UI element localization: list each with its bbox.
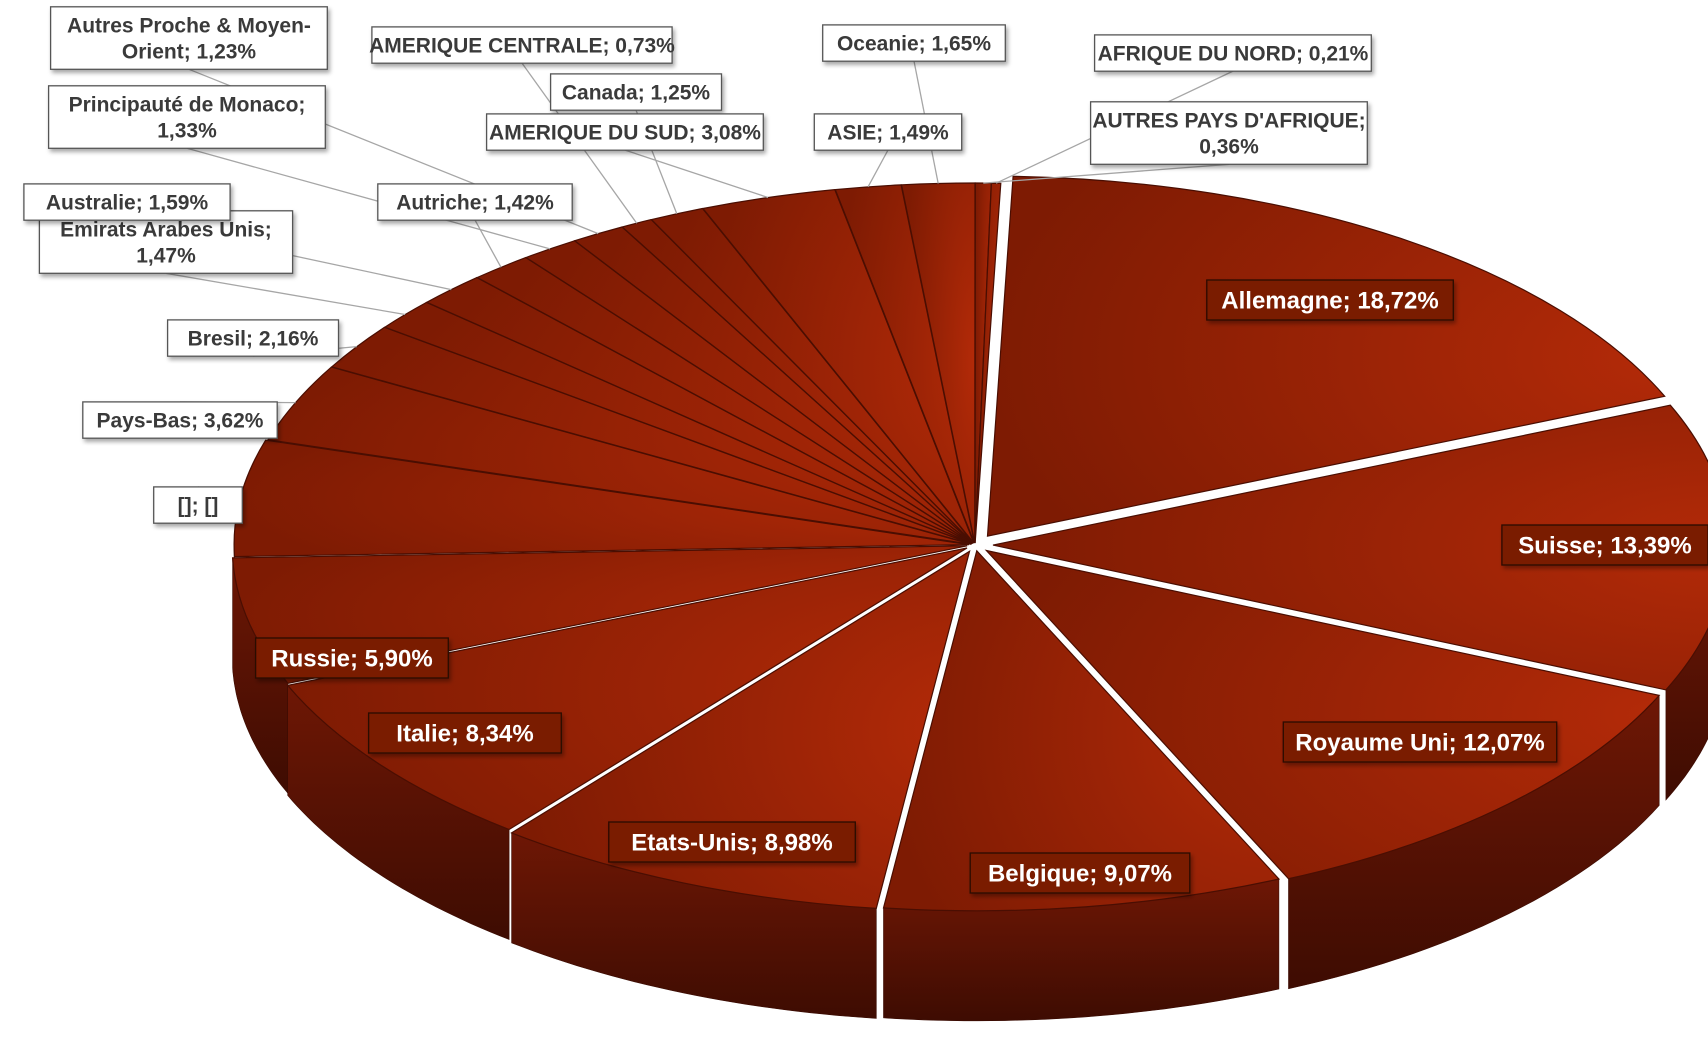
data-label-box xyxy=(485,113,764,151)
slice-italie[interactable] xyxy=(286,547,968,831)
data-label-text: Belgique; 9,07% xyxy=(988,861,1172,888)
data-label-text: Etats-Unis; 8,98% xyxy=(631,830,832,857)
data-label-text: AUTRES PAYS D'AFRIQUE; 0,36% xyxy=(1092,109,1365,158)
data-label: AMERIQUE DU SUD; 3,08% xyxy=(485,113,764,151)
data-label: Canada; 1,25% xyxy=(549,73,723,111)
data-label: Belgique; 9,07% xyxy=(969,852,1191,894)
data-label-box xyxy=(1089,101,1368,165)
data-label-text: Autriche; 1,42% xyxy=(396,192,554,215)
data-label-box xyxy=(153,486,243,524)
data-label: Autriche; 1,42% xyxy=(377,183,573,221)
data-label-box xyxy=(367,712,562,754)
data-label-text: Emirats Arabes Unis; 1,47% xyxy=(60,218,272,267)
data-label: Royaume Uni; 12,07% xyxy=(1282,721,1558,763)
data-label: Allemagne; 18,72% xyxy=(1206,279,1454,321)
data-label-text: Allemagne; 18,72% xyxy=(1221,288,1438,315)
data-label: AUTRES PAYS D'AFRIQUE; 0,36% xyxy=(1089,101,1368,165)
data-label-text: Pays-Bas; 3,62% xyxy=(97,410,264,433)
data-labels: Allemagne; 18,72% Suisse; 13,39% Royaume U… xyxy=(23,6,1708,894)
data-label-text: AFRIQUE DU NORD; 0,21% xyxy=(1098,43,1369,66)
data-label: Oceanie; 1,65% xyxy=(822,24,1006,62)
data-label-text: ASIE; 1,49% xyxy=(827,122,949,145)
leader-line xyxy=(983,163,1230,184)
slices-layer xyxy=(231,175,1708,1022)
data-label-box xyxy=(1282,721,1558,763)
data-label-box xyxy=(1501,524,1708,566)
data-label: Italie; 8,34% xyxy=(367,712,562,754)
data-label: Russie; 5,90% xyxy=(254,637,449,679)
data-label-box xyxy=(549,73,723,111)
leader-line xyxy=(186,147,551,250)
data-label-box xyxy=(1206,279,1454,321)
leader-line xyxy=(165,272,406,316)
data-label-box xyxy=(254,637,449,679)
data-label-text: Australie; 1,59% xyxy=(46,192,209,215)
data-label-box xyxy=(49,6,328,70)
data-label-text: Oceanie; 1,65% xyxy=(837,33,991,56)
leader-line xyxy=(474,219,502,268)
data-label-text: AMERIQUE DU SUD; 3,08% xyxy=(489,122,761,145)
data-label-box xyxy=(1093,34,1372,72)
data-label: Etats-Unis; 8,98% xyxy=(608,821,856,863)
slice-belgique[interactable] xyxy=(882,549,1281,912)
data-label: ASIE; 1,49% xyxy=(813,113,963,151)
data-label-text: Principauté de Monaco; 1,33% xyxy=(69,93,306,142)
data-label-box xyxy=(166,319,340,357)
data-label-text: AMERIQUE CENTRALE; 0,73% xyxy=(369,35,675,58)
data-label-box xyxy=(377,183,573,221)
data-label: Principauté de Monaco; 1,33% xyxy=(47,85,326,149)
slice-royaume-uni[interactable] xyxy=(984,549,1661,880)
slice-allemagne[interactable] xyxy=(986,175,1666,537)
data-label-box xyxy=(608,821,856,863)
slice-etats-unis[interactable] xyxy=(510,550,971,910)
data-label-text: Canada; 1,25% xyxy=(562,82,711,105)
data-label-text: Autres Proche & Moyen-Orient; 1,23% xyxy=(67,14,311,63)
data-label-box xyxy=(23,183,231,221)
data-label-box xyxy=(813,113,963,151)
data-label-box xyxy=(47,85,326,149)
data-label-text: []; [] xyxy=(178,495,219,518)
data-label-text: Royaume Uni; 12,07% xyxy=(1295,730,1544,757)
data-label-box xyxy=(822,24,1006,62)
data-label: AFRIQUE DU NORD; 0,21% xyxy=(1093,34,1372,72)
data-label-text: Suisse; 13,39% xyxy=(1518,533,1691,560)
data-label: Bresil; 2,16% xyxy=(166,319,340,357)
data-label: Autres Proche & Moyen-Orient; 1,23% xyxy=(49,6,328,70)
data-label-text: Bresil; 2,16% xyxy=(188,328,319,351)
leader-line xyxy=(867,149,889,188)
slice-side-suisse xyxy=(1665,627,1708,801)
data-label: Pays-Bas; 3,62% xyxy=(82,401,278,439)
data-label-box xyxy=(82,401,278,439)
data-label: []; [] xyxy=(153,486,243,524)
data-label-text: Italie; 8,34% xyxy=(396,721,533,748)
data-label: Suisse; 13,39% xyxy=(1501,524,1708,566)
data-label-box xyxy=(371,26,673,64)
slice-suisse[interactable] xyxy=(992,404,1708,691)
data-label-box xyxy=(969,852,1191,894)
data-label: Australie; 1,59% xyxy=(23,183,231,221)
leader-line xyxy=(624,149,769,199)
data-label: AMERIQUE CENTRALE; 0,73% xyxy=(369,26,675,64)
data-label-text: Russie; 5,90% xyxy=(271,646,432,673)
